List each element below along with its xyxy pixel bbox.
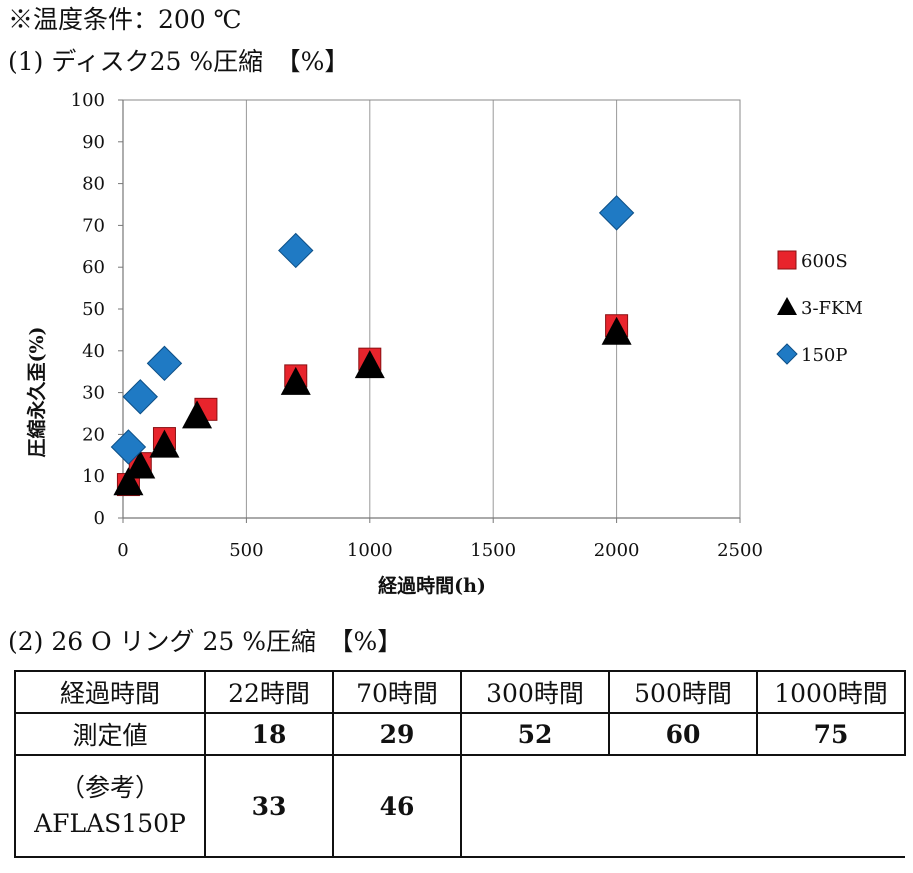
y-tick-label: 70	[82, 215, 105, 236]
legend-entry: 600S	[777, 250, 848, 272]
data-point-150P	[278, 232, 314, 269]
section2-title: (2) 26 O リング 25 %圧縮 【%】	[8, 627, 403, 656]
ref-label-line2: AFLAS150P	[34, 809, 186, 838]
table-cell: 18	[204, 712, 334, 756]
table-cell: 46	[332, 754, 462, 858]
x-tick-label: 2500	[717, 540, 763, 561]
x-axis-title: 経過時間(h)	[378, 574, 486, 597]
legend-marker	[776, 343, 798, 365]
y-tick-label: 30	[82, 383, 105, 404]
x-tick-label: 1500	[470, 540, 516, 561]
y-tick-label: 50	[82, 299, 105, 320]
chart-legend: 600S 3-FKM 150P	[776, 250, 863, 366]
y-tick-label: 90	[82, 132, 105, 153]
y-tick-label: 10	[82, 466, 105, 487]
table-cell: 60	[608, 712, 758, 756]
table-cell-empty	[460, 754, 905, 858]
chart-marks	[110, 195, 635, 497]
data-point-3-FKM	[113, 467, 144, 496]
temperature-condition: ※温度条件：200 ℃	[8, 5, 242, 34]
table-cell: 経過時間	[14, 670, 206, 714]
table-row-reference: （参考） AFLAS150P 33 46	[14, 754, 905, 858]
data-point-3-FKM	[182, 400, 213, 429]
y-tick-label: 60	[82, 257, 105, 278]
y-tick-label: 20	[82, 424, 105, 445]
plot-frame	[122, 99, 741, 519]
table-cell: 33	[204, 754, 334, 858]
table-cell: 300時間	[460, 670, 610, 714]
x-tick-label: 2000	[594, 540, 640, 561]
chart-axes	[118, 99, 741, 523]
chart-grid	[245, 100, 618, 518]
y-tick-label: 100	[71, 90, 105, 111]
oring-data-table: 経過時間 22時間 70時間 300時間 500時間 1000時間 測定値 18…	[14, 670, 906, 858]
legend-label: 600S	[801, 251, 848, 272]
legend-marker	[777, 250, 797, 270]
y-tick-label: 40	[82, 341, 105, 362]
legend-marker	[777, 297, 797, 315]
x-tick-label: 500	[229, 540, 263, 561]
data-point-3-FKM	[354, 350, 385, 379]
data-point-3-FKM	[125, 450, 156, 479]
legend-entry: 150P	[776, 343, 847, 366]
table-cell: 29	[332, 712, 462, 756]
ref-label-line1: （参考）	[59, 773, 160, 802]
data-point-3-FKM	[601, 316, 632, 345]
table-header-row: 経過時間 22時間 70時間 300時間 500時間 1000時間	[14, 670, 906, 714]
table-cell: 500時間	[608, 670, 758, 714]
y-tick-label: 80	[82, 174, 105, 195]
x-tick-label: 1000	[347, 540, 393, 561]
data-point-150P	[598, 195, 635, 231]
y-axis-title: 圧縮永久歪(%)	[25, 326, 48, 457]
table-cell: 測定値	[14, 712, 206, 756]
table-cell: 70時間	[332, 670, 462, 714]
y-tick-label: 0	[94, 508, 105, 529]
data-point-3-FKM	[149, 429, 180, 458]
table-cell: 1000時間	[756, 670, 906, 714]
legend-label: 3-FKM	[801, 298, 863, 319]
data-point-150P	[122, 379, 158, 415]
table-cell: 22時間	[204, 670, 334, 714]
table-cell: 75	[756, 712, 906, 756]
section1-title: (1) ディスク25 %圧縮 【%】	[8, 47, 350, 76]
data-point-3-FKM	[280, 366, 311, 395]
data-point-150P	[146, 345, 183, 382]
x-tick-label: 0	[117, 540, 128, 561]
legend-label: 150P	[801, 345, 847, 366]
legend-entry: 3-FKM	[777, 297, 863, 319]
table-cell: （参考） AFLAS150P	[14, 754, 206, 858]
data-point-150P	[110, 429, 147, 465]
table-row-measured: 測定値 18 29 52 60 75	[14, 712, 906, 756]
table-cell: 52	[460, 712, 610, 756]
